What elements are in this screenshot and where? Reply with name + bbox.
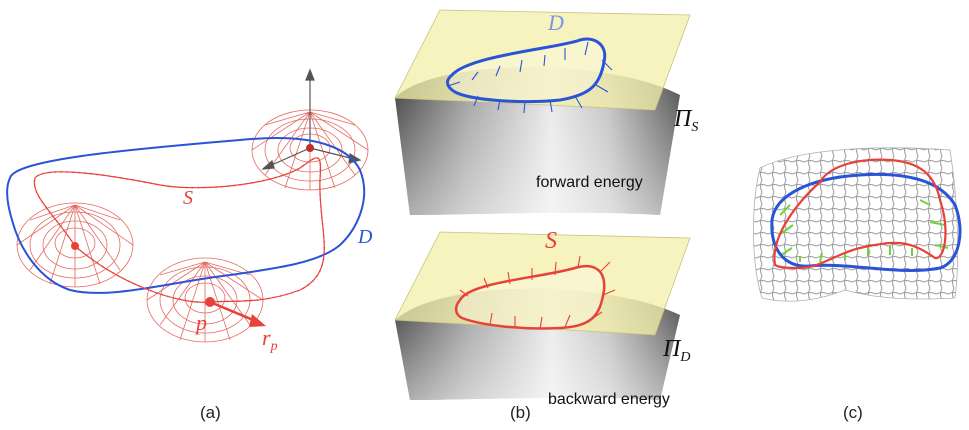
label-pi-d: ΠD: [662, 336, 690, 365]
label-s-a: S: [183, 187, 193, 209]
energy-forward: forward energy: [536, 174, 643, 191]
label-d-b: D: [547, 10, 564, 35]
energy-backward: backward energy: [548, 391, 670, 408]
curve-d: [6, 137, 366, 294]
curve-s: [33, 157, 326, 304]
arrows-top: [447, 41, 613, 114]
label-r-sub: p: [270, 339, 278, 354]
loop-s: [454, 264, 606, 330]
label-r: rp: [262, 325, 278, 354]
surface-top: [394, 9, 691, 215]
caption-b: (b): [510, 403, 531, 422]
arrows-bottom: [459, 255, 616, 330]
plane-top: [394, 9, 691, 111]
label-pi-s: ΠS: [673, 106, 698, 135]
plane-bottom: [394, 231, 691, 336]
label-pi-s-sub: S: [691, 120, 698, 135]
label-p: p: [194, 310, 207, 335]
label-r-main: r: [262, 325, 271, 350]
panel-b: D ΠS forward energy S ΠD backward energy…: [394, 9, 698, 422]
point-top: [306, 144, 314, 152]
label-s-b: S: [545, 228, 557, 254]
vector-rp: [209, 300, 266, 327]
panel-a: S D p rp (a): [6, 68, 373, 422]
label-d-a: D: [357, 226, 373, 248]
point-left: [71, 242, 79, 250]
label-pi-s-main: Π: [673, 106, 693, 132]
label-pi-d-sub: D: [679, 350, 690, 365]
bump-bottom: [146, 257, 264, 343]
caption-a: (a): [200, 403, 221, 422]
label-pi-d-main: Π: [662, 336, 682, 362]
caption-c: (c): [843, 403, 863, 422]
curve-c-red: [773, 158, 947, 270]
panel-c: (c): [753, 147, 962, 422]
surface-bottom: [394, 231, 691, 400]
bump-left: [16, 202, 134, 288]
